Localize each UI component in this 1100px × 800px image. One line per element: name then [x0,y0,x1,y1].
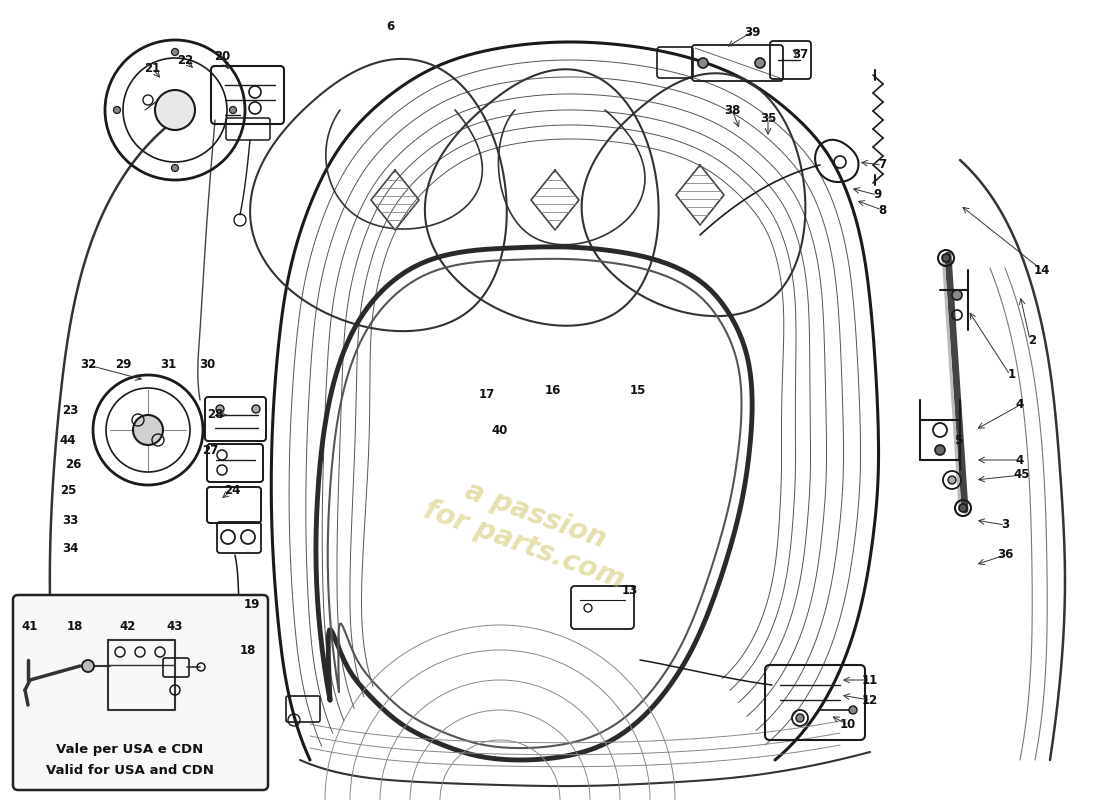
Text: 29: 29 [114,358,131,371]
Text: 4: 4 [1016,398,1024,411]
Text: 41: 41 [22,621,38,634]
Circle shape [849,706,857,714]
Text: a passion
for parts.com: a passion for parts.com [420,466,640,594]
Text: 10: 10 [840,718,856,731]
Text: 1: 1 [1008,369,1016,382]
Text: 35: 35 [760,111,777,125]
Text: 38: 38 [724,103,740,117]
Text: 32: 32 [80,358,96,371]
Circle shape [216,405,224,413]
Text: 18: 18 [67,621,84,634]
Text: 18: 18 [240,643,256,657]
Circle shape [755,58,764,68]
Circle shape [172,49,178,55]
Text: 2: 2 [1027,334,1036,346]
Text: 33: 33 [62,514,78,526]
Text: 19: 19 [244,598,261,611]
Circle shape [698,58,708,68]
FancyBboxPatch shape [13,595,268,790]
Text: Valid for USA and CDN: Valid for USA and CDN [46,763,213,777]
Text: 44: 44 [59,434,76,446]
Circle shape [959,504,967,512]
Text: 39: 39 [744,26,760,38]
Text: 5: 5 [954,434,962,446]
Text: 15: 15 [630,383,646,397]
Text: 45: 45 [1014,469,1031,482]
Text: 8: 8 [878,203,887,217]
Text: 23: 23 [62,403,78,417]
Circle shape [133,415,163,445]
Text: 36: 36 [997,549,1013,562]
Text: 31: 31 [160,358,176,371]
Circle shape [948,476,956,484]
Text: 9: 9 [873,189,881,202]
Circle shape [230,106,236,114]
Text: 14: 14 [1034,263,1050,277]
Text: 30: 30 [199,358,216,371]
Circle shape [172,165,178,171]
Text: 24: 24 [223,483,240,497]
Circle shape [796,714,804,722]
Circle shape [252,405,260,413]
Text: 34: 34 [62,542,78,554]
Text: 26: 26 [65,458,81,471]
Text: 4: 4 [1016,454,1024,466]
Circle shape [155,90,195,130]
Text: 7: 7 [878,158,887,171]
Text: 27: 27 [202,443,218,457]
Text: 20: 20 [213,50,230,63]
Text: 37: 37 [792,49,808,62]
Text: Vale per USA e CDN: Vale per USA e CDN [56,743,204,757]
Text: 13: 13 [621,583,638,597]
Text: 12: 12 [862,694,878,706]
Text: 42: 42 [120,621,136,634]
Text: 22: 22 [177,54,194,66]
Circle shape [952,290,962,300]
Text: 16: 16 [544,383,561,397]
Circle shape [942,254,950,262]
Text: 21: 21 [144,62,161,74]
Text: 40: 40 [492,423,508,437]
Text: 25: 25 [59,483,76,497]
Circle shape [935,445,945,455]
Text: 17: 17 [478,389,495,402]
Text: 11: 11 [862,674,878,686]
Circle shape [113,106,121,114]
Text: 28: 28 [207,409,223,422]
Circle shape [82,660,94,672]
Text: 3: 3 [1001,518,1009,531]
Text: 6: 6 [386,21,394,34]
Text: 43: 43 [167,621,184,634]
